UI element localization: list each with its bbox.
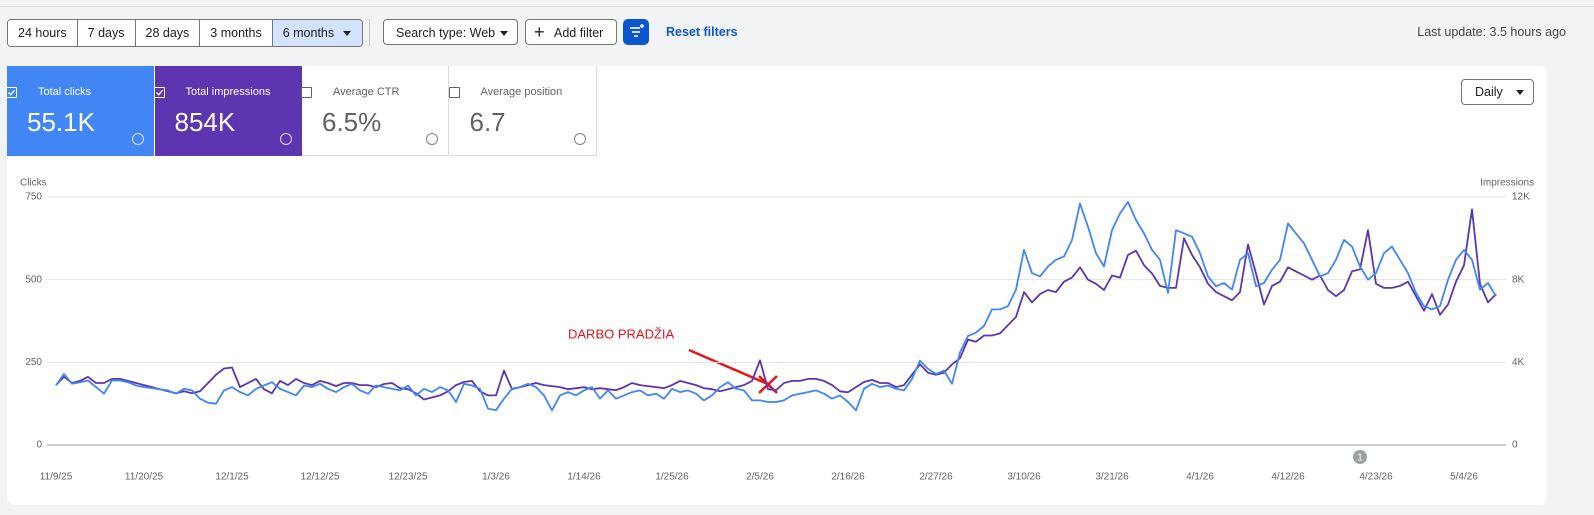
metric-card[interactable]: Average CTR 6.5%	[301, 66, 449, 156]
y-tick-label: 750	[25, 192, 42, 203]
metric-checkbox[interactable]	[153, 87, 165, 98]
metric-value: 6.5%	[322, 107, 382, 137]
x-tick-label: 11/9/25	[40, 472, 73, 483]
metric-checkbox[interactable]	[448, 87, 460, 98]
add-filter-button[interactable]: Add filter	[525, 19, 617, 45]
x-tick-label: 3/10/26	[1007, 472, 1041, 483]
granularity-dropdown[interactable]: Daily	[1461, 79, 1534, 105]
date-range-selector: 24 hours 7 days 28 days 3 months 6 months	[7, 19, 364, 47]
date-range-option[interactable]: 7 days	[77, 20, 136, 46]
x-tick-label: 4/12/26	[1271, 472, 1305, 483]
metric-label: Average CTR	[301, 86, 399, 98]
y-tick-label: 250	[25, 357, 42, 368]
series-line	[55, 201, 1497, 412]
help-icon[interactable]	[132, 133, 144, 145]
divider	[369, 19, 370, 46]
x-tick-label: 1/25/26	[655, 472, 689, 483]
date-range-option[interactable]: 6 months	[272, 20, 363, 46]
date-range-option[interactable]: 3 months	[200, 20, 273, 46]
metric-label: Total clicks	[6, 86, 91, 98]
series-line	[55, 208, 1497, 401]
x-tick-label: 4/1/26	[1186, 472, 1214, 483]
metric-card[interactable]: Total impressions 854K	[153, 66, 302, 156]
help-icon[interactable]	[279, 133, 292, 145]
search-type-button[interactable]: Search type: Web	[383, 19, 518, 45]
y2-tick-label: 8K	[1512, 274, 1525, 285]
x-tick-label: 2/5/26	[746, 472, 774, 483]
annotation-text: DARBO PRADŽIA	[568, 326, 675, 341]
y-tick-label: 500	[25, 274, 42, 285]
x-tick-label: 12/12/25	[301, 472, 340, 483]
last-update: Last update: 3.5 hours ago	[1417, 25, 1566, 39]
metric-checkbox[interactable]	[301, 87, 312, 98]
x-tick-label: 4/23/26	[1359, 472, 1393, 483]
x-tick-label: 12/23/25	[389, 472, 428, 483]
help-icon[interactable]	[426, 133, 438, 145]
metric-value: 854K	[174, 107, 236, 137]
x-tick-label: 5/4/26	[1450, 472, 1478, 483]
top-border	[0, 6, 1594, 7]
y2-tick-label: 4K	[1512, 357, 1525, 368]
x-tick-label: 3/21/26	[1095, 472, 1129, 483]
annotation-marker	[1353, 450, 1367, 464]
date-range-option[interactable]: 24 hours	[8, 20, 78, 46]
y-tick-label: 0	[36, 440, 42, 451]
metric-label: Total impressions	[153, 86, 270, 98]
help-icon[interactable]	[573, 133, 586, 145]
reset-filters[interactable]: Reset filters	[666, 25, 738, 39]
metric-checkbox[interactable]	[6, 87, 17, 98]
x-tick-label: 2/27/26	[919, 472, 953, 483]
metric-value: 6.7	[469, 107, 506, 137]
y2-axis-title: Impressions	[1480, 178, 1534, 189]
y-axis-title: Clicks	[20, 178, 47, 189]
x-tick-label: 2/16/26	[831, 472, 865, 483]
y2-tick-label: 12K	[1512, 192, 1530, 203]
x-tick-label: 1/14/26	[567, 472, 601, 483]
x-tick-label: 1/3/26	[482, 472, 510, 483]
metric-card[interactable]: Average position 6.7	[448, 66, 597, 156]
annotation-arrow	[688, 348, 771, 387]
date-range-option[interactable]: 28 days	[135, 20, 201, 46]
filter-icon-button[interactable]	[623, 19, 649, 45]
metric-card[interactable]: Total clicks 55.1K	[6, 66, 154, 156]
metric-value: 55.1K	[27, 107, 95, 137]
x-tick-label: 11/20/25	[125, 472, 164, 483]
y2-tick-label: 0	[1512, 440, 1518, 451]
annotation-marker-label: 1	[1357, 453, 1363, 464]
metric-label: Average position	[448, 86, 562, 98]
x-tick-label: 12/1/25	[215, 472, 249, 483]
